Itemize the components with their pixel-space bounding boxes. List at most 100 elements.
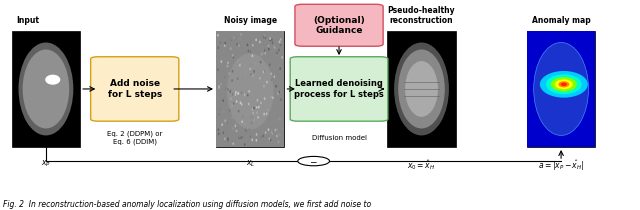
Ellipse shape: [255, 38, 257, 41]
Ellipse shape: [220, 136, 221, 139]
Ellipse shape: [218, 85, 220, 88]
Ellipse shape: [546, 74, 582, 94]
Ellipse shape: [240, 136, 242, 139]
Ellipse shape: [278, 91, 280, 94]
Ellipse shape: [260, 135, 262, 138]
Ellipse shape: [224, 76, 226, 79]
Bar: [387, 31, 456, 147]
Ellipse shape: [231, 104, 233, 107]
Ellipse shape: [270, 72, 272, 75]
Ellipse shape: [244, 143, 246, 146]
Ellipse shape: [264, 36, 266, 39]
Ellipse shape: [237, 77, 239, 80]
Ellipse shape: [256, 104, 258, 107]
Ellipse shape: [274, 112, 276, 115]
Ellipse shape: [217, 140, 219, 143]
Ellipse shape: [232, 54, 234, 57]
Ellipse shape: [244, 72, 246, 75]
Ellipse shape: [260, 61, 261, 64]
Ellipse shape: [239, 101, 241, 104]
Ellipse shape: [248, 102, 250, 105]
Ellipse shape: [238, 137, 240, 139]
Ellipse shape: [45, 75, 60, 85]
Ellipse shape: [260, 53, 262, 56]
Ellipse shape: [262, 70, 264, 73]
Ellipse shape: [218, 46, 220, 49]
Ellipse shape: [275, 53, 277, 56]
Ellipse shape: [259, 77, 261, 80]
Ellipse shape: [221, 60, 222, 63]
Ellipse shape: [236, 100, 237, 103]
Ellipse shape: [263, 113, 265, 116]
Ellipse shape: [263, 85, 265, 88]
Ellipse shape: [266, 81, 268, 84]
Ellipse shape: [272, 96, 274, 99]
Ellipse shape: [235, 122, 237, 125]
Ellipse shape: [227, 62, 228, 64]
Ellipse shape: [244, 128, 246, 131]
Ellipse shape: [217, 96, 219, 99]
Ellipse shape: [255, 139, 257, 142]
Ellipse shape: [232, 56, 234, 59]
Ellipse shape: [540, 71, 588, 98]
Ellipse shape: [269, 85, 271, 88]
Ellipse shape: [269, 138, 270, 140]
Ellipse shape: [227, 137, 228, 140]
Ellipse shape: [270, 96, 271, 98]
Ellipse shape: [271, 79, 273, 81]
Ellipse shape: [264, 34, 266, 37]
Text: (Optional)
Guidance: (Optional) Guidance: [313, 16, 365, 35]
Ellipse shape: [241, 91, 243, 94]
Ellipse shape: [250, 135, 251, 138]
Ellipse shape: [220, 83, 222, 86]
Ellipse shape: [264, 97, 266, 100]
Ellipse shape: [252, 44, 253, 47]
Ellipse shape: [274, 46, 275, 49]
Ellipse shape: [237, 59, 239, 62]
Ellipse shape: [252, 112, 254, 114]
Ellipse shape: [237, 92, 239, 95]
Text: $x_0 = \hat{x}_H$: $x_0 = \hat{x}_H$: [408, 158, 436, 172]
Ellipse shape: [271, 131, 273, 134]
Ellipse shape: [250, 73, 252, 76]
Ellipse shape: [279, 133, 280, 136]
Ellipse shape: [252, 54, 253, 57]
Ellipse shape: [252, 108, 253, 111]
Ellipse shape: [240, 33, 242, 36]
Ellipse shape: [279, 67, 281, 70]
Ellipse shape: [260, 136, 262, 138]
Text: $x_L$: $x_L$: [246, 158, 255, 169]
Ellipse shape: [246, 43, 248, 46]
Ellipse shape: [256, 106, 257, 109]
Ellipse shape: [256, 111, 258, 114]
FancyBboxPatch shape: [91, 57, 179, 121]
Ellipse shape: [244, 93, 246, 96]
Ellipse shape: [236, 129, 237, 132]
Ellipse shape: [534, 42, 589, 135]
Ellipse shape: [269, 39, 271, 41]
Ellipse shape: [240, 62, 242, 65]
Ellipse shape: [558, 81, 570, 87]
Ellipse shape: [251, 102, 253, 105]
Bar: [527, 31, 595, 147]
Ellipse shape: [278, 47, 280, 50]
Ellipse shape: [278, 140, 280, 143]
Ellipse shape: [218, 128, 219, 131]
Bar: [216, 31, 284, 147]
Ellipse shape: [217, 68, 219, 71]
Ellipse shape: [405, 61, 438, 117]
Ellipse shape: [269, 138, 271, 141]
Ellipse shape: [257, 116, 259, 119]
Ellipse shape: [243, 65, 245, 68]
Ellipse shape: [257, 99, 259, 102]
Ellipse shape: [220, 41, 221, 44]
Ellipse shape: [282, 127, 284, 130]
Ellipse shape: [264, 52, 266, 55]
Ellipse shape: [19, 42, 74, 135]
Ellipse shape: [258, 106, 260, 109]
Ellipse shape: [263, 70, 265, 73]
Ellipse shape: [232, 140, 233, 143]
Text: Diffusion model: Diffusion model: [312, 135, 367, 141]
Ellipse shape: [255, 133, 257, 136]
Ellipse shape: [252, 138, 253, 141]
